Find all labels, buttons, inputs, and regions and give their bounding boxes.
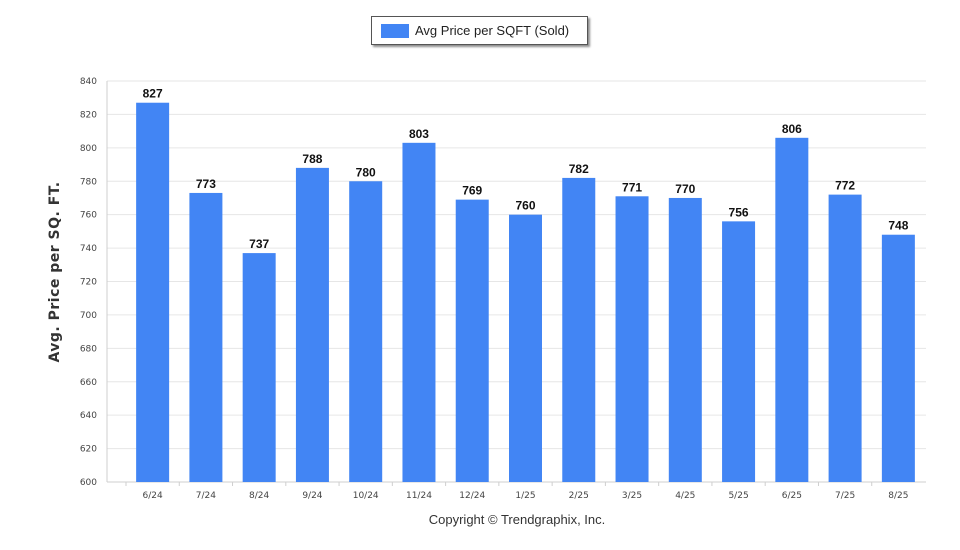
x-tick-10/24: 10/24 xyxy=(353,491,379,501)
bar-1/25 xyxy=(509,214,542,482)
copyright-text: Copyright © Trendgraphix, Inc. xyxy=(428,512,606,527)
bar-7/25 xyxy=(828,194,862,482)
x-tick-8/24: 8/24 xyxy=(249,491,269,501)
x-tick-4/25: 4/25 xyxy=(675,491,695,501)
data-label-4/25: 770 xyxy=(675,182,695,196)
data-label-9/24: 788 xyxy=(302,152,322,166)
x-tick-8/25: 8/25 xyxy=(888,491,908,501)
bar-6/25 xyxy=(775,137,809,482)
data-label-12/24: 769 xyxy=(462,184,482,198)
bar-5/25 xyxy=(722,221,756,482)
bar-6/24 xyxy=(136,102,170,483)
bar-12/24 xyxy=(455,199,489,483)
data-label-11/24: 803 xyxy=(409,127,429,141)
y-tick-600: 600 xyxy=(80,478,97,488)
data-label-3/25: 771 xyxy=(622,180,642,194)
bars xyxy=(136,102,915,483)
x-tick-6/24: 6/24 xyxy=(143,491,163,501)
data-label-7/24: 773 xyxy=(196,177,216,191)
legend-label: Avg Price per SQFT (Sold) xyxy=(415,23,570,38)
y-tick-740: 740 xyxy=(80,244,97,254)
x-tick-7/24: 7/24 xyxy=(196,491,216,501)
bar-9/24 xyxy=(295,167,329,482)
chart-legend: Avg Price per SQFT (Sold) xyxy=(371,16,588,45)
y-tick-840: 840 xyxy=(80,77,97,87)
y-axis-title: Avg. Price per SQ. FT. xyxy=(47,181,63,362)
x-tick-3/25: 3/25 xyxy=(622,491,642,501)
x-tick-6/25: 6/25 xyxy=(782,491,802,501)
y-tick-660: 660 xyxy=(80,378,97,388)
data-label-1/25: 760 xyxy=(515,199,535,213)
y-tick-780: 780 xyxy=(80,177,97,187)
y-tick-620: 620 xyxy=(80,445,97,455)
x-tick-7/25: 7/25 xyxy=(835,491,855,501)
data-label-6/24: 827 xyxy=(143,87,163,101)
y-tick-640: 640 xyxy=(80,411,97,421)
bar-3/25 xyxy=(615,196,649,482)
bar-8/25 xyxy=(881,234,915,482)
data-label-5/25: 756 xyxy=(729,205,749,219)
bar-10/24 xyxy=(349,181,383,482)
y-tick-labels: 600 620 640 660 680 700 720 740 760 780 800 820 840 xyxy=(80,77,97,488)
data-labels: 827 773 737 788 780 803 769 760 782 771 770 756 806 7… xyxy=(143,87,909,251)
x-tick-2/25: 2/25 xyxy=(569,491,589,501)
bar-8/24 xyxy=(242,253,276,482)
data-label-10/24: 780 xyxy=(356,165,376,179)
x-tick-5/25: 5/25 xyxy=(728,491,748,501)
bar-4/25 xyxy=(668,197,702,483)
x-tick-12/24: 12/24 xyxy=(459,491,485,501)
y-tick-820: 820 xyxy=(80,110,97,120)
x-tick-11/24: 11/24 xyxy=(406,491,432,501)
y-tick-680: 680 xyxy=(80,344,97,354)
y-tick-720: 720 xyxy=(80,278,97,288)
bar-11/24 xyxy=(402,142,436,482)
legend-swatch xyxy=(381,23,409,38)
data-label-7/25: 772 xyxy=(835,179,855,193)
bar-7/24 xyxy=(189,192,223,482)
x-tick-labels: 6/24 7/24 8/24 9/24 10/24 11/24 12/24 1/25 2/25 3… xyxy=(143,491,909,501)
y-tick-700: 700 xyxy=(80,311,97,321)
data-label-6/25: 806 xyxy=(782,122,802,136)
x-tick-1/25: 1/25 xyxy=(515,491,535,501)
y-tick-800: 800 xyxy=(80,144,97,154)
bar-2/25 xyxy=(562,177,596,483)
data-label-8/25: 748 xyxy=(888,219,908,233)
x-tick-9/24: 9/24 xyxy=(302,491,322,501)
data-label-8/24: 737 xyxy=(249,237,269,251)
data-label-2/25: 782 xyxy=(569,162,589,176)
y-tick-760: 760 xyxy=(80,211,97,221)
